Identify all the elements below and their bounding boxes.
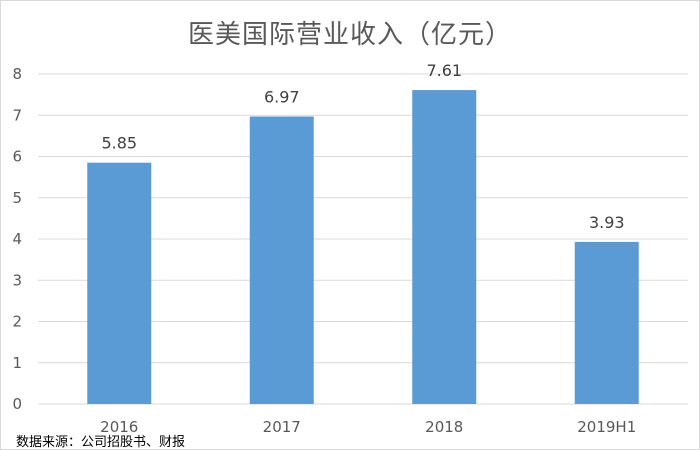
y-tick-label: 7	[12, 106, 22, 124]
x-tick-label: 2018	[425, 418, 463, 436]
chart-title: 医美国际营业收入（亿元）	[187, 20, 512, 50]
bar	[412, 90, 477, 405]
source-note: 数据来源：公司招股书、财报	[16, 435, 186, 450]
data-label: 6.97	[264, 87, 300, 106]
data-label: 7.61	[426, 61, 462, 80]
y-tick-label: 5	[12, 189, 22, 207]
x-tick-label: 2017	[263, 418, 301, 436]
data-label: 3.93	[589, 213, 625, 232]
y-tick-label: 8	[12, 65, 22, 83]
x-tick-label: 2019H1	[577, 418, 636, 436]
bar	[87, 162, 152, 404]
bar	[249, 116, 314, 405]
bar	[574, 241, 639, 404]
data-label: 5.85	[101, 134, 137, 153]
bars	[87, 90, 639, 405]
data-labels: 5.85 6.97 7.61 3.93	[101, 61, 624, 232]
x-tick-label: 2016	[100, 418, 138, 436]
y-tick-label: 4	[12, 230, 22, 248]
y-tick-label: 0	[12, 395, 22, 413]
y-axis-ticks: 0 1 2 3 4 5 6 7 8	[12, 65, 22, 413]
y-tick-label: 3	[12, 271, 22, 289]
y-tick-label: 1	[12, 354, 22, 372]
y-tick-label: 2	[12, 313, 22, 331]
x-axis-ticks: 2016 2017 2018 2019H1	[100, 418, 636, 436]
y-tick-label: 6	[12, 148, 22, 166]
